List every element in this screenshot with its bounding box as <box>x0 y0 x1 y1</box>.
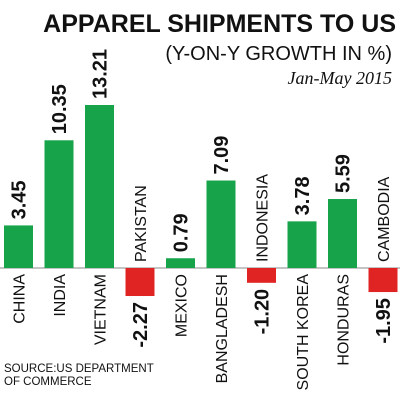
value-label-cambodia: -1.95 <box>373 298 395 344</box>
category-label-vietnam: VIETNAM <box>93 274 110 345</box>
category-label-china: CHINA <box>12 274 29 324</box>
chart-subtitle: (Y-ON-Y GROWTH IN %) <box>165 43 392 65</box>
category-label-bangladesh: BANGLADESH <box>214 274 231 383</box>
bar-pakistan <box>125 268 155 297</box>
source-line-2: OF COMMERCE <box>4 376 92 388</box>
category-label-india: INDIA <box>52 274 69 317</box>
bar-china <box>4 225 33 268</box>
bar-honduras <box>328 199 357 268</box>
bar-vietnam <box>85 105 114 268</box>
value-label-bangladesh: 7.09 <box>211 136 233 175</box>
bar-mexico <box>166 258 195 268</box>
bar-india <box>44 140 74 268</box>
category-label-pakistan: PAKISTAN <box>133 185 150 262</box>
value-label-mexico: 0.79 <box>171 213 193 252</box>
bar-cambodia <box>368 268 398 293</box>
category-label-south-korea: SOUTH KOREA <box>295 274 312 391</box>
category-label-honduras: HONDURAS <box>336 274 353 366</box>
category-label-mexico: MEXICO <box>174 274 191 337</box>
value-label-pakistan: -2.27 <box>130 302 152 348</box>
bar-south-korea <box>287 221 317 268</box>
chart-title: APPAREL SHIPMENTS TO US <box>43 10 396 38</box>
value-label-vietnam: 13.21 <box>90 49 112 99</box>
value-label-india: 10.35 <box>49 84 71 134</box>
bar-bangladesh <box>206 180 236 268</box>
value-label-china: 3.45 <box>9 180 31 219</box>
category-label-cambodia: CAMBODIA <box>376 176 393 262</box>
value-label-honduras: 5.59 <box>333 154 355 193</box>
chart-period: Jan-May 2015 <box>288 68 392 88</box>
chart-marks: 3.45 CHINA 10.35 INDIA 13.21 VIETNAM -2.27 PAKI… <box>4 49 398 391</box>
category-label-indonesia: INDONESIA <box>255 174 272 262</box>
value-label-south-korea: 3.78 <box>292 176 314 215</box>
source-line-1: SOURCE:US DEPARTMENT <box>4 363 154 375</box>
bar-indonesia <box>247 268 276 283</box>
value-label-indonesia: -1.20 <box>252 289 274 335</box>
